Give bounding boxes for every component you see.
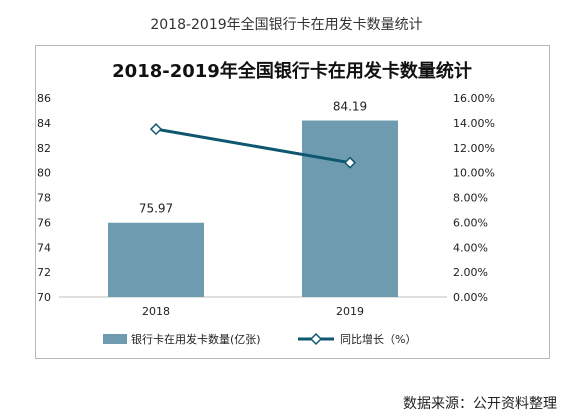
line-point: [149, 123, 163, 136]
y-right-tick-label: 2.00%: [453, 266, 488, 279]
axes: 70 72 74 76 78 80 82 84 86 0.00% 2.00% 4.00% 6.00% 8.…: [37, 92, 495, 318]
legend-swatch-bar: [103, 334, 127, 344]
y-right-tick-label: 6.00%: [453, 216, 488, 229]
source-note: 数据来源：公开资料整理: [403, 396, 557, 412]
page-title: 2018-2019年全国银行卡在用发卡数量统计: [150, 17, 423, 33]
chart-frame: [35, 45, 550, 359]
y-left-tick-label: 72: [37, 266, 51, 279]
x-tick-label: 2018: [142, 305, 170, 318]
y-right-tick-label: 8.00%: [453, 192, 488, 205]
y-right-tick-label: 4.00%: [453, 241, 488, 254]
y-left-tick-label: 78: [37, 192, 51, 205]
y-right-tick-label: 12.00%: [453, 142, 495, 155]
y-left-tick-label: 84: [37, 117, 51, 130]
growth-line: [155, 127, 351, 165]
y-left-tick-label: 80: [37, 167, 51, 180]
y-right-tick-label: 14.00%: [453, 117, 495, 130]
y-left-tick-label: 74: [37, 241, 51, 254]
line-series: [149, 123, 357, 169]
bar: [108, 222, 204, 297]
legend-marker-line: [309, 332, 323, 346]
legend: 银行卡在用发卡数量(亿张) 同比增长（%）: [103, 332, 416, 346]
bar-series: 75.97 84.19: [108, 100, 398, 297]
y-left-tick-label: 70: [37, 291, 51, 304]
line-point: [343, 156, 357, 169]
y-left-tick-label: 76: [37, 216, 51, 229]
y-right-tick-label: 0.00%: [453, 291, 488, 304]
bar-data-label: 84.19: [333, 100, 367, 114]
y-left-tick-label: 86: [37, 92, 51, 105]
y-left-tick-label: 82: [37, 142, 51, 155]
bar-data-label: 75.97: [139, 202, 173, 216]
legend-label-bar: 银行卡在用发卡数量(亿张): [131, 332, 261, 346]
bar: [302, 120, 398, 297]
y-right-tick-label: 10.00%: [453, 167, 495, 180]
chart-title: 2018-2019年全国银行卡在用发卡数量统计: [112, 60, 472, 82]
x-tick-label: 2019: [336, 305, 364, 318]
legend-label-line: 同比增长（%）: [340, 332, 416, 346]
y-right-tick-label: 16.00%: [453, 92, 495, 105]
